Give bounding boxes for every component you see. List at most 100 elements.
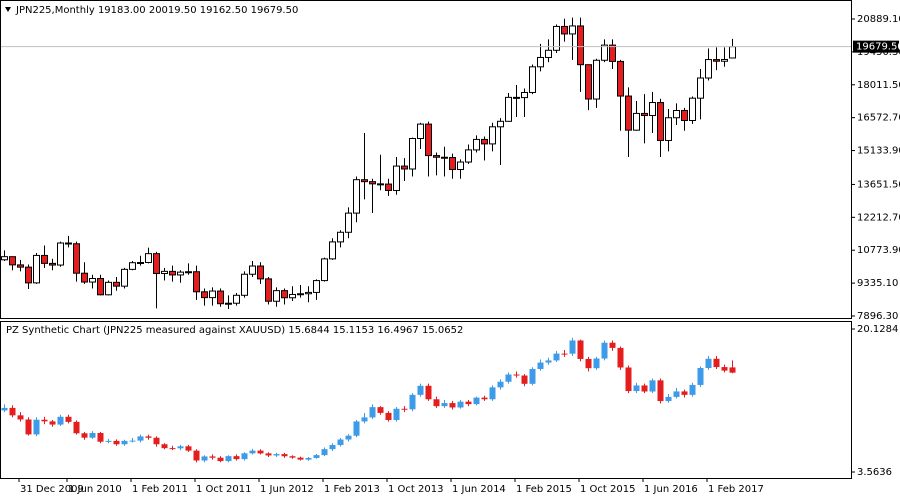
candle-body	[145, 436, 152, 438]
candle-body	[585, 64, 592, 100]
candle-body	[553, 25, 560, 51]
candle-body	[617, 347, 624, 368]
candle-body	[377, 183, 384, 186]
candle-body	[425, 385, 432, 400]
candle-body	[369, 181, 376, 185]
candle-body	[17, 415, 24, 420]
candle-body	[297, 457, 304, 460]
candle-body	[241, 453, 248, 460]
x-tick-label: 1 Jun 2010	[68, 484, 122, 495]
candle-body	[353, 179, 360, 214]
candle-body	[361, 417, 368, 422]
candle-body	[457, 161, 464, 171]
candle-body	[177, 271, 184, 276]
candle-body	[129, 440, 136, 442]
candle-body	[225, 456, 232, 462]
x-tick-label: 1 Oct 2013	[388, 484, 443, 495]
candle-body	[457, 401, 464, 408]
candle-body	[465, 401, 472, 405]
candle-body	[169, 448, 176, 450]
y-tick-label: 18011.50	[857, 80, 900, 91]
candle-body	[185, 446, 192, 451]
y-tick-label: 7896.30	[857, 311, 898, 322]
candle-body	[57, 416, 64, 425]
candle-body	[513, 96, 520, 99]
candle-body	[433, 399, 440, 407]
candle-body	[601, 342, 608, 359]
candle-body	[409, 138, 416, 170]
candle-body	[57, 242, 64, 266]
candle-body	[481, 138, 488, 145]
candle-body	[441, 156, 448, 159]
candle-body	[673, 391, 680, 397]
candle-body	[209, 456, 216, 458]
candle-body	[657, 102, 664, 141]
x-tick-label: 1 Jun 2014	[452, 484, 506, 495]
candle-body	[233, 294, 240, 304]
candle-body	[673, 109, 680, 119]
candle-body	[305, 457, 312, 460]
candle-body	[385, 412, 392, 420]
candle-body	[529, 368, 536, 384]
candle-body	[137, 436, 144, 441]
candle-body	[417, 385, 424, 395]
candle-body	[449, 157, 456, 171]
candle-body	[713, 59, 720, 62]
candle-body	[361, 179, 368, 183]
candle-body	[473, 397, 480, 405]
candle-body	[521, 91, 528, 99]
y-tick-label: 13651.50	[857, 179, 900, 190]
candle-body	[145, 253, 152, 263]
x-tick-label: 1 Feb 2013	[324, 484, 380, 495]
candle-body	[129, 262, 136, 270]
candle-body	[625, 95, 632, 131]
candle-body	[33, 254, 40, 284]
candle-body	[161, 444, 168, 449]
candle-body	[569, 340, 576, 354]
candle-body	[177, 446, 184, 449]
candle-body	[409, 394, 416, 410]
candle-body	[313, 455, 320, 458]
candle-body	[513, 374, 520, 376]
x-tick-label: 1 Oct 2015	[580, 484, 635, 495]
candle-body	[281, 454, 288, 457]
candle-body	[329, 241, 336, 260]
candle-body	[577, 25, 584, 66]
main-panel	[0, 0, 852, 319]
price-label-box	[853, 40, 899, 53]
candle-body	[121, 268, 128, 287]
candle-body	[241, 273, 248, 296]
x-tick-label: 31 Dec 2009	[20, 484, 84, 495]
candle-body	[345, 435, 352, 440]
candle-body	[201, 456, 208, 461]
candle-body	[9, 407, 16, 416]
candle-body	[633, 112, 640, 131]
candle-body	[113, 440, 120, 445]
candle-body	[385, 183, 392, 191]
candle-body	[89, 433, 96, 438]
candle-body	[609, 342, 616, 348]
candle-body	[585, 358, 592, 369]
candle-body	[65, 242, 72, 245]
candle-body	[401, 408, 408, 410]
candle-body	[49, 262, 56, 266]
candle-body	[561, 25, 568, 35]
indicator-panel	[0, 321, 852, 479]
candle-body	[249, 265, 256, 275]
x-tick-label: 1 Jun 2012	[260, 484, 314, 495]
x-tick-label: 1 Feb 2017	[708, 484, 764, 495]
candle-body	[729, 46, 736, 59]
candle-body	[289, 293, 296, 299]
candle-body	[537, 56, 544, 68]
candle-body	[73, 421, 80, 434]
candle-body	[265, 453, 272, 456]
candle-body	[121, 440, 128, 445]
candle-body	[81, 433, 88, 438]
candle-body	[393, 408, 400, 420]
candle-body	[225, 302, 232, 305]
candle-body	[329, 445, 336, 450]
candle-body	[273, 454, 280, 456]
panel-menu-arrow[interactable]	[5, 7, 11, 12]
